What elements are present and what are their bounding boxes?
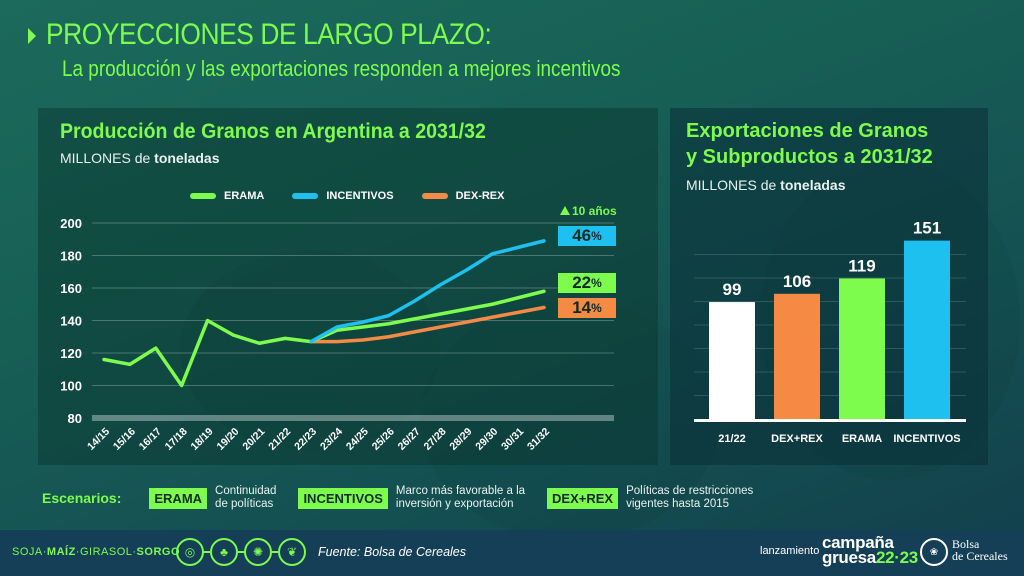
- scenario-tag-incentivos: INCENTIVOS: [298, 487, 388, 509]
- scenarios-label: Escenarios:: [42, 490, 122, 506]
- scenarios-legend: Escenarios: ERAMA Continuidad de política…: [42, 485, 767, 511]
- pct-value: 46: [572, 226, 592, 245]
- desc-line: de políticas: [215, 498, 274, 510]
- campaign-year: 22·23: [875, 548, 918, 567]
- units-bold: toneladas: [154, 150, 220, 166]
- crop-girasol: GIRASOL: [79, 546, 133, 558]
- crop-sorgo: SORGO: [136, 546, 180, 558]
- org-line2: de Cereales: [952, 549, 1008, 563]
- pct-unit: %: [591, 229, 602, 243]
- exports-chart-title-line2: y Subproductos a 2031/32: [686, 146, 933, 168]
- corn-icon: ♣: [210, 538, 238, 566]
- legend-item-erama: ERAMA: [190, 190, 264, 202]
- production-chart-units: MILLONES de toneladas: [60, 150, 220, 166]
- scenario-desc-incentivos: Marco más favorable a la inversión y expo…: [396, 485, 525, 511]
- legend-item-dexrex: DEX-REX: [421, 190, 505, 202]
- bolsa-cereales-seal-icon: ❀: [920, 538, 948, 566]
- campaign-line2: gruesa: [822, 548, 876, 567]
- footer-bar: [0, 530, 1024, 576]
- exports-chart-units: MILLONES de toneladas: [686, 177, 846, 193]
- legend-label: INCENTIVOS: [326, 190, 394, 202]
- pct-unit: %: [591, 301, 602, 315]
- pct-value: 22: [572, 273, 592, 292]
- chart-legend: ERAMA INCENTIVOS DEX-REX: [190, 190, 504, 202]
- desc-line: inversión y exportación: [395, 498, 514, 510]
- desc-line: Marco más favorable a la: [395, 485, 526, 497]
- sorghum-icon: ❦: [278, 538, 306, 566]
- source-note: Fuente: Bolsa de Cereales: [318, 545, 467, 559]
- campaign-logo: campaña gruesa22·23: [822, 533, 918, 567]
- legend-label: DEX-REX: [455, 190, 505, 202]
- units-bold: toneladas: [780, 177, 846, 193]
- legend-swatch: [421, 193, 448, 199]
- production-chart-title: Producción de Granos en Argentina a 2031…: [60, 120, 486, 143]
- desc-line: Continuidad: [215, 485, 277, 497]
- ten-year-label: 10 años: [572, 204, 617, 218]
- desc-line: Políticas de restricciones: [626, 485, 754, 497]
- crop-icons: ◎ ♣ ✺ ❦: [176, 538, 306, 566]
- pct-value: 14: [572, 298, 592, 317]
- legend-swatch: [190, 193, 216, 199]
- campaign-line1: campaña: [822, 533, 894, 552]
- page-subtitle: La producción y las exportaciones respon…: [62, 56, 621, 81]
- org-line1: Bolsa: [952, 537, 980, 551]
- soybean-icon: ◎: [176, 538, 204, 566]
- pct-label-incentivos: 46%: [558, 226, 616, 246]
- scenario-tag-dexrex: DEX+REX: [547, 487, 619, 509]
- desc-line: vigentes hasta 2015: [626, 498, 730, 510]
- ten-year-change-header: 10 años: [560, 204, 617, 218]
- scenario-tag-erama: ERAMA: [149, 487, 208, 509]
- legend-item-incentivos: INCENTIVOS: [292, 190, 394, 202]
- triangle-bullet-icon: [28, 28, 36, 44]
- crop-maiz: MAÍZ: [46, 546, 76, 558]
- connector: [272, 551, 278, 553]
- pct-label-erama: 22%: [558, 273, 616, 293]
- scenario-desc-dexrex: Políticas de restricciones vigentes hasta…: [626, 485, 753, 511]
- legend-swatch: [292, 193, 319, 199]
- page-title: PROYECCIONES DE LARGO PLAZO:: [46, 18, 492, 51]
- pct-unit: %: [591, 276, 602, 290]
- sunflower-icon: ✺: [244, 538, 272, 566]
- launch-label: lanzamiento: [760, 545, 820, 557]
- exports-chart-title-line1: Exportaciones de Granos: [686, 120, 929, 142]
- connector: [238, 551, 244, 553]
- crops-list: SOJA·MAÍZ·GIRASOL·SORGO: [12, 546, 180, 558]
- units-plain: MILLONES de: [686, 177, 777, 193]
- crop-soja: SOJA: [12, 546, 43, 558]
- legend-label: ERAMA: [224, 190, 265, 202]
- connector: [204, 551, 210, 553]
- org-name: Bolsa de Cereales: [952, 538, 1008, 562]
- scenario-desc-erama: Continuidad de políticas: [215, 485, 276, 511]
- units-plain: MILLONES de: [60, 150, 151, 166]
- up-triangle-icon: [560, 206, 570, 215]
- pct-label-dexrex: 14%: [558, 298, 616, 318]
